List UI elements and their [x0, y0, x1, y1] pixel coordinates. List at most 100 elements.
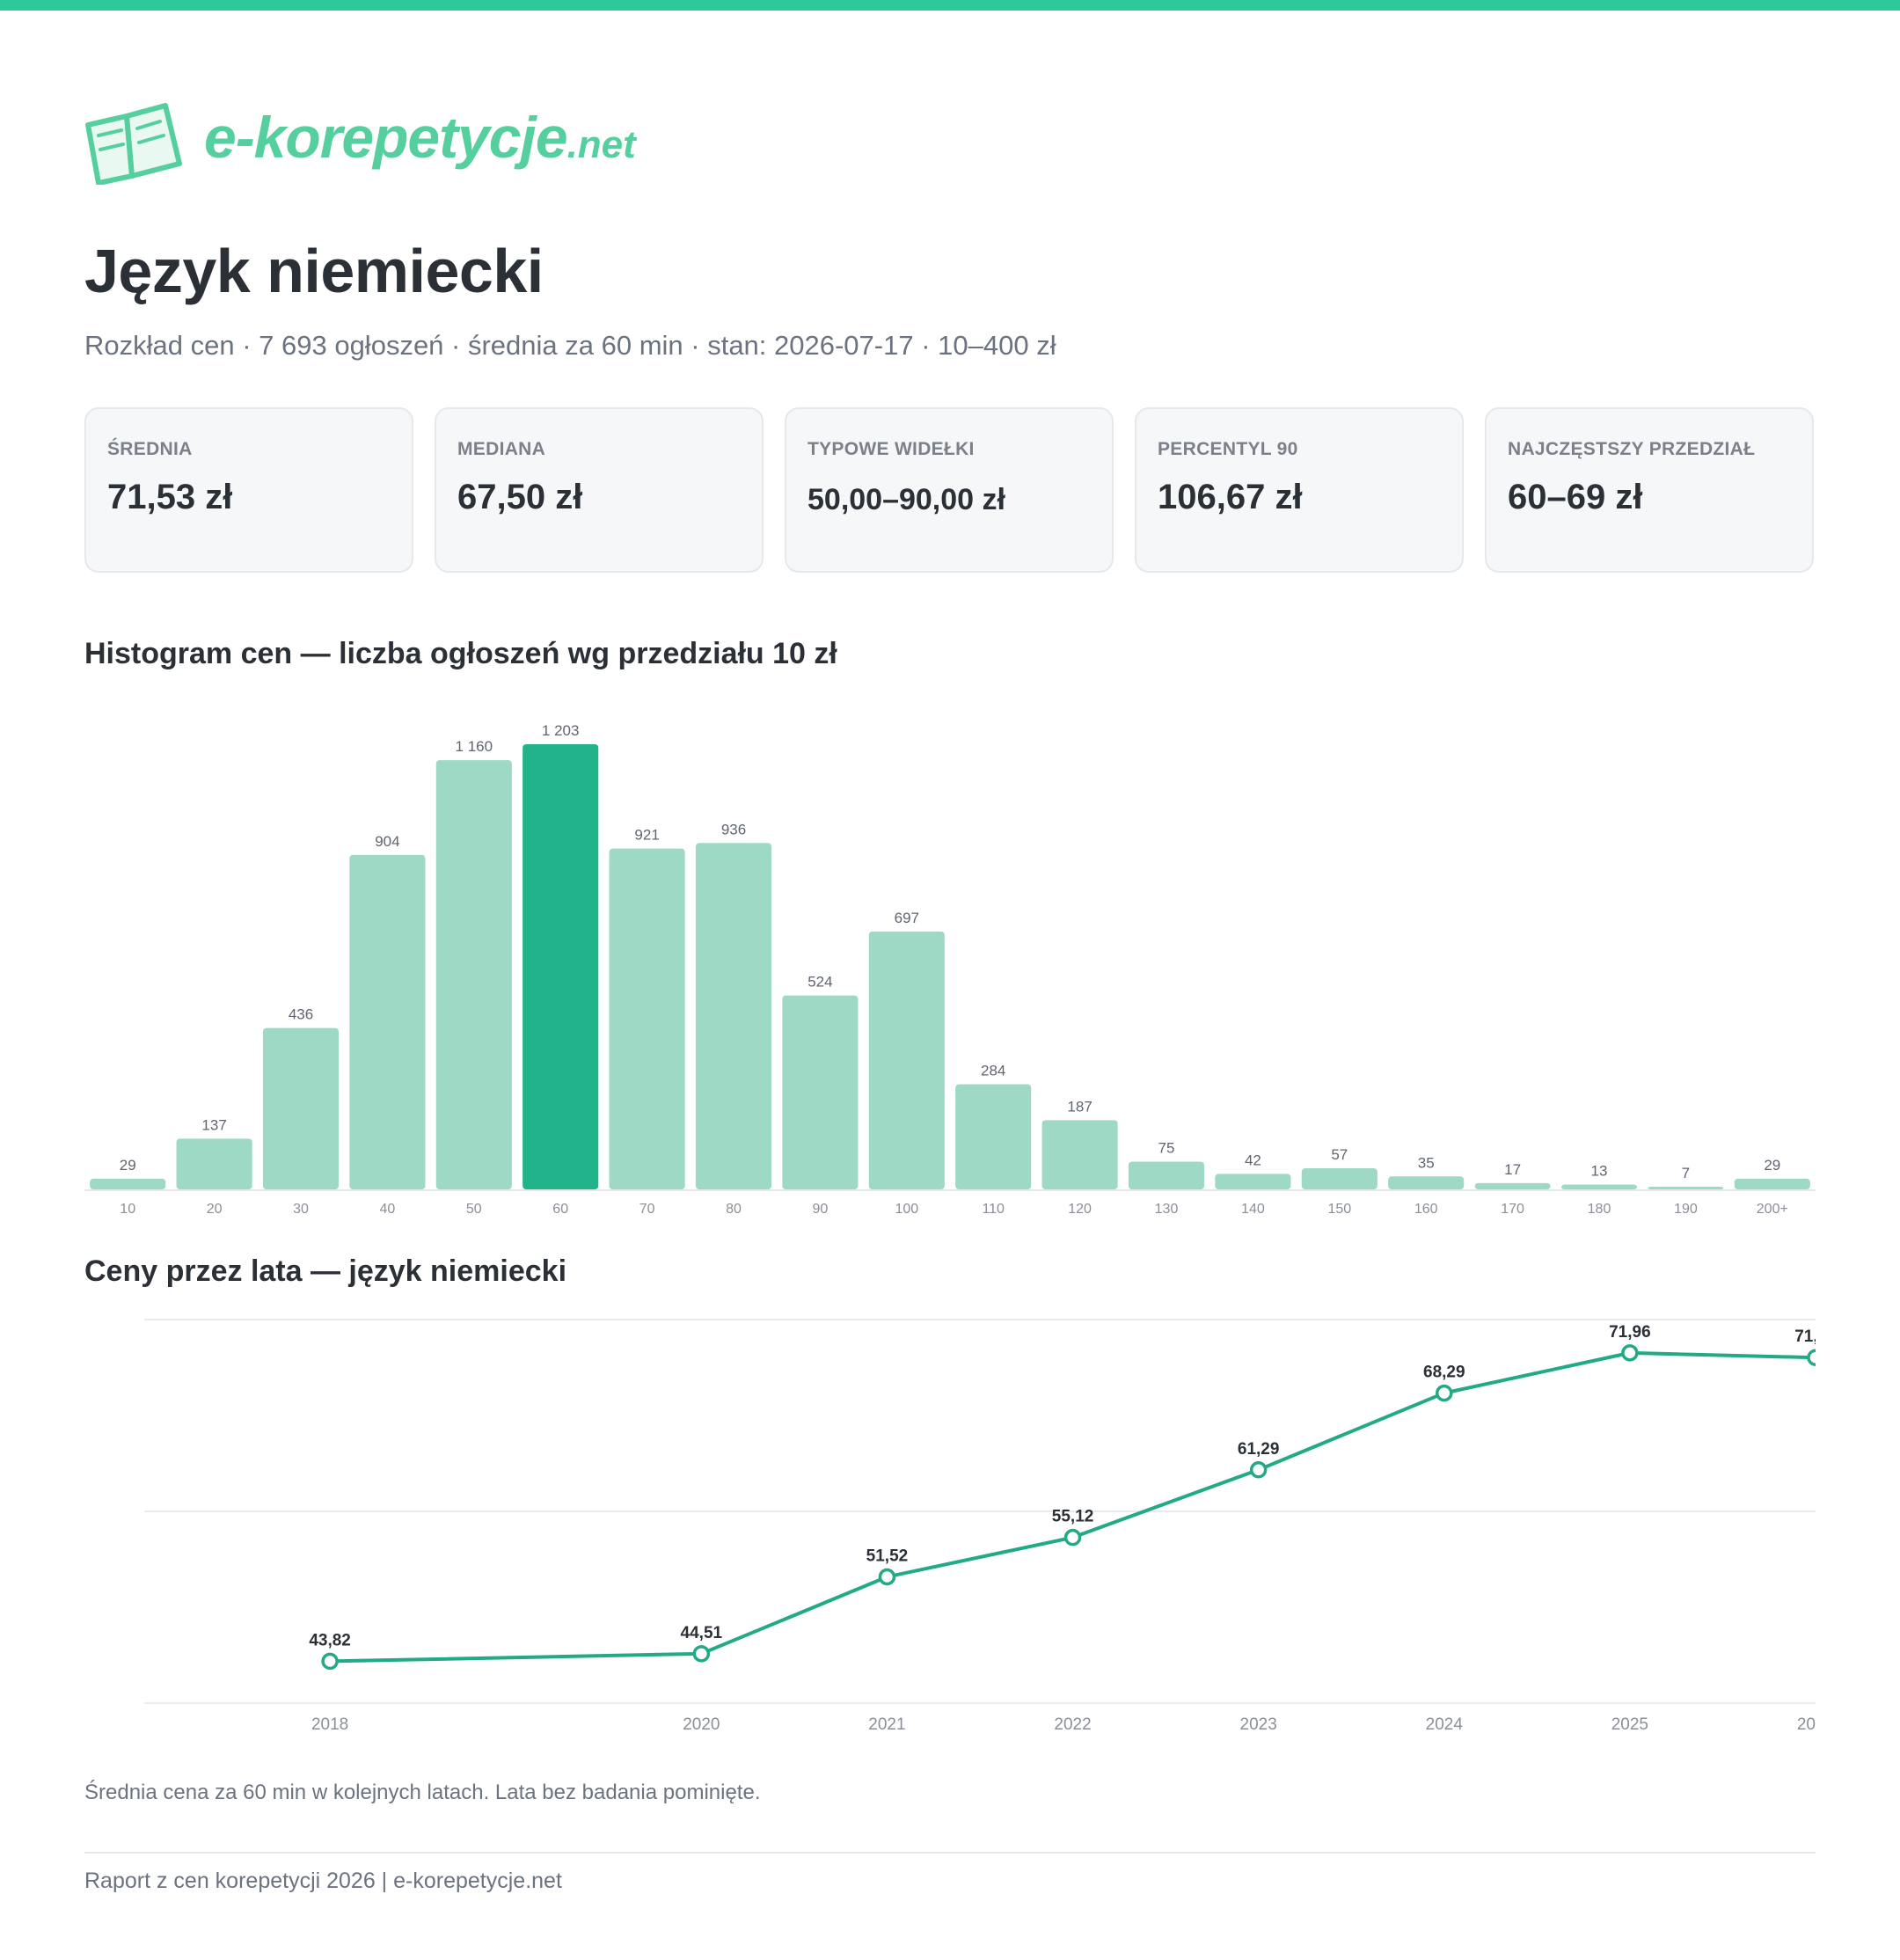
line-value-label: 43,82	[309, 1631, 351, 1649]
footer-text: Raport z cen korepetycji 2026 | e-korepe…	[84, 1869, 562, 1893]
stat-label: NAJCZĘSTSZY PRZEDZIAŁ	[1508, 439, 1756, 459]
histogram-tick-label: 90	[813, 1202, 829, 1217]
page-subtitle: Rozkład cen · 7 693 ogłoszeń · średnia z…	[84, 330, 1056, 361]
stat-cards: ŚREDNIA 71,53 zł MEDIANA 67,50 zł TYPOWE…	[84, 407, 1816, 574]
histogram-value-label: 75	[1158, 1139, 1175, 1156]
top-accent-bar	[0, 0, 1900, 11]
histogram-tick-label: 130	[1155, 1202, 1179, 1217]
book-icon	[85, 103, 182, 185]
line-point-2023	[1249, 1461, 1268, 1479]
histogram-value-label: 936	[721, 821, 746, 837]
histogram-tick-label: 10	[120, 1202, 135, 1217]
histogram-value-label: 284	[981, 1063, 1005, 1079]
stat-card-mean: ŚREDNIA 71,53 zł	[84, 407, 413, 573]
stat-label: ŚREDNIA	[107, 439, 193, 459]
histogram-bar-120	[1041, 1120, 1118, 1189]
line-value-label: 51,52	[866, 1547, 909, 1565]
histogram-bar-10	[90, 1178, 166, 1189]
histogram-value-label: 1 203	[542, 722, 580, 739]
histogram-bar-60	[522, 744, 599, 1189]
logo-tld-text: .net	[566, 123, 636, 166]
brand-logo: e-korepetycje.net	[81, 99, 679, 186]
histogram-bar-50	[435, 760, 512, 1189]
histogram-tick-label: 120	[1068, 1202, 1092, 1217]
stat-value: 106,67 zł	[1158, 478, 1303, 516]
line-value-label: 68,29	[1423, 1364, 1465, 1382]
line-tick-label: 2023	[1240, 1715, 1277, 1734]
histogram-value-label: 57	[1331, 1146, 1348, 1163]
histogram-tick-label: 200+	[1757, 1202, 1788, 1217]
stat-value: 60–69 zł	[1508, 478, 1643, 516]
chart-caption: Średnia cena za 60 min w kolejnych latac…	[84, 1781, 761, 1804]
logo-main-text: e-korepetycje	[204, 105, 568, 170]
histogram-value-label: 187	[1067, 1098, 1092, 1115]
histogram-tick-label: 110	[982, 1202, 1005, 1217]
stat-card-mode-bin: NAJCZĘSTSZY PRZEDZIAŁ 60–69 zł	[1485, 407, 1814, 573]
line-value-label: 44,51	[681, 1624, 723, 1642]
line-chart-title: Ceny przez lata — język niemiecki	[84, 1254, 567, 1288]
line-tick-label: 2018	[311, 1715, 348, 1734]
histogram-bar-80	[695, 843, 772, 1189]
histogram-value-label: 29	[1764, 1157, 1780, 1174]
histogram-value-label: 697	[895, 910, 919, 926]
histogram-value-label: 35	[1418, 1154, 1435, 1171]
stat-label: TYPOWE WIDEŁKI	[808, 439, 975, 459]
histogram-value-label: 137	[201, 1116, 226, 1133]
histogram-bar-190	[1648, 1187, 1724, 1189]
histogram-bar-160	[1388, 1176, 1465, 1189]
histogram-value-label: 436	[289, 1006, 313, 1023]
histogram-value-label: 17	[1504, 1161, 1521, 1178]
line-point-2020	[692, 1645, 711, 1663]
stat-card-p90: PERCENTYL 90 106,67 zł	[1135, 407, 1464, 573]
line-tick-label: 2026	[1797, 1715, 1816, 1734]
histogram-tick-label: 150	[1327, 1202, 1351, 1217]
histogram-tick-label: 80	[726, 1202, 742, 1217]
histogram-bar-170	[1474, 1182, 1551, 1189]
stat-value: 67,50 zł	[457, 478, 583, 516]
histogram-bar-130	[1128, 1161, 1205, 1189]
stat-label: MEDIANA	[457, 439, 546, 459]
line-point-2024	[1436, 1384, 1453, 1402]
line-point-2021	[878, 1568, 896, 1586]
stat-value: 71,53 zł	[107, 478, 233, 516]
histogram-tick-label: 70	[639, 1202, 655, 1217]
line-tick-label: 2025	[1611, 1715, 1648, 1734]
histogram-value-label: 7	[1682, 1165, 1690, 1181]
histogram-tick-label: 60	[552, 1202, 568, 1217]
histogram-tick-label: 30	[293, 1202, 309, 1217]
stat-card-median: MEDIANA 67,50 zł	[435, 407, 764, 573]
line-tick-label: 2024	[1426, 1715, 1464, 1734]
footer-divider	[84, 1852, 1816, 1854]
line-point-2022	[1063, 1528, 1082, 1547]
line-series	[330, 1350, 1816, 1664]
line-value-label: 71,53	[1794, 1327, 1816, 1346]
histogram-value-label: 524	[808, 974, 832, 991]
histogram-bar-180	[1560, 1184, 1638, 1189]
stat-label: PERCENTYL 90	[1158, 439, 1298, 459]
histogram-bar-110	[955, 1084, 1032, 1189]
histogram-bar-70	[609, 848, 685, 1189]
histogram-value-label: 1 160	[456, 738, 493, 755]
histogram-bar-140	[1215, 1174, 1291, 1189]
line-point-2026	[1807, 1349, 1816, 1366]
histogram-bar-20	[176, 1138, 252, 1189]
logo-wordmark: e-korepetycje.net	[204, 104, 636, 171]
histogram-tick-label: 20	[207, 1202, 223, 1217]
histogram-tick-label: 170	[1501, 1202, 1524, 1217]
line-point-2018	[321, 1652, 339, 1671]
histogram-title: Histogram cen — liczba ogłoszeń wg przed…	[84, 637, 837, 670]
histogram-value-label: 42	[1245, 1152, 1261, 1168]
histogram-tick-label: 100	[895, 1202, 918, 1217]
line-value-label: 61,29	[1238, 1440, 1280, 1459]
line-tick-label: 2021	[868, 1715, 905, 1734]
histogram-tick-label: 190	[1674, 1202, 1698, 1217]
histogram-tick-label: 50	[466, 1202, 482, 1217]
line-value-label: 55,12	[1052, 1508, 1094, 1526]
histogram-tick-label: 180	[1588, 1202, 1611, 1217]
histogram-value-label: 13	[1591, 1163, 1608, 1180]
histogram-tick-label: 140	[1241, 1202, 1265, 1217]
histogram-bar-200+	[1734, 1178, 1810, 1189]
histogram-bar-30	[262, 1028, 340, 1189]
histogram-bar-40	[349, 854, 426, 1189]
line-value-label: 71,96	[1609, 1323, 1651, 1342]
